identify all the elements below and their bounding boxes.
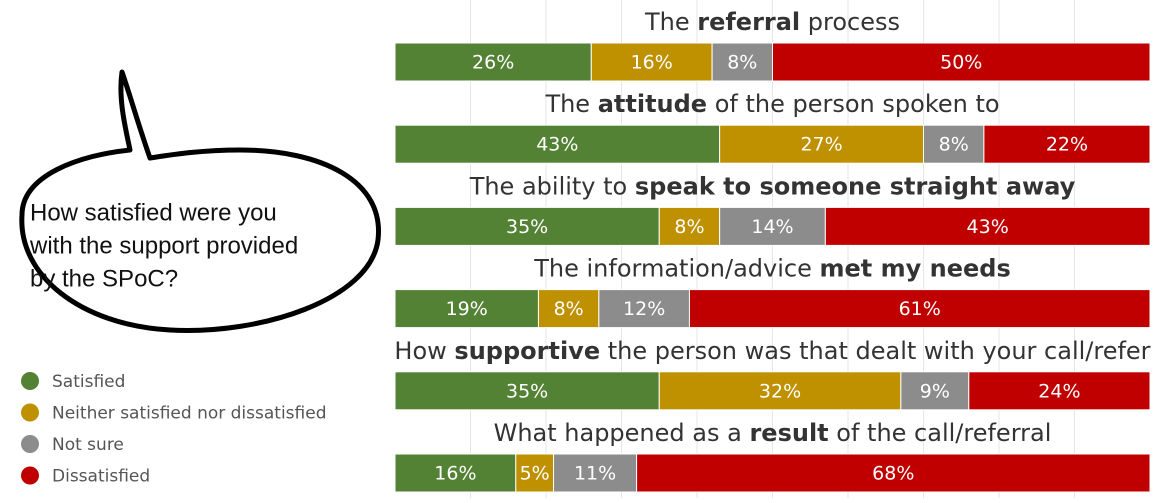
- legend-label: Dissatisfied: [52, 467, 150, 487]
- value-label: 12%: [623, 298, 665, 320]
- value-label: 19%: [446, 298, 488, 320]
- value-label: 27%: [800, 134, 842, 156]
- annotation-line: with the support provided: [29, 232, 298, 259]
- value-label: 32%: [759, 380, 801, 402]
- legend-swatch: [21, 372, 39, 390]
- value-label: 35%: [506, 216, 548, 238]
- bar-title: The attitude of the person spoken to: [544, 90, 999, 118]
- bar-segment: [688, 289, 1151, 329]
- bar-segment: [968, 371, 1151, 411]
- bar-segment: [394, 371, 660, 411]
- value-label: 43%: [536, 134, 578, 156]
- bar-segment: [772, 42, 1151, 82]
- bar-segment: [394, 453, 517, 493]
- title-part: of the person spoken to: [707, 90, 999, 118]
- bar-segment: [394, 124, 721, 164]
- legend-swatch: [21, 466, 39, 485]
- title-part: The: [644, 8, 697, 36]
- bar-title: The information/advice met my needs: [533, 255, 1011, 283]
- value-label: 8%: [727, 52, 757, 74]
- speech-bubble: [19, 69, 381, 333]
- title-part: supportive: [454, 337, 600, 365]
- value-label: 43%: [967, 216, 1009, 238]
- bar-segment: [719, 124, 925, 164]
- annotation-line: How satisfied were you: [30, 199, 277, 226]
- bar-segment: [394, 289, 539, 329]
- legend-swatch: [21, 435, 39, 453]
- bar-segment: [537, 289, 600, 329]
- title-part: attitude: [598, 90, 707, 118]
- value-label: 9%: [920, 380, 950, 402]
- title-part: How: [394, 337, 454, 365]
- value-label: 8%: [939, 134, 969, 156]
- bar-segment: [636, 453, 1151, 493]
- title-part: The: [544, 90, 597, 118]
- title-part: the person was that dealt with your call…: [600, 337, 1151, 365]
- title-part: result: [749, 419, 828, 447]
- title-part: referral: [697, 8, 800, 36]
- bar-segment: [983, 124, 1151, 164]
- value-label: 14%: [751, 216, 793, 238]
- bar-segment: [900, 371, 970, 411]
- value-label: 26%: [472, 52, 514, 74]
- bar-title: How supportive the person was that dealt…: [394, 337, 1150, 365]
- bar-segment: [824, 206, 1151, 246]
- value-label: 5%: [520, 463, 550, 485]
- title-part: The information/advice: [533, 255, 819, 283]
- value-label: 35%: [506, 380, 548, 402]
- value-label: 16%: [434, 463, 476, 485]
- legend-label: Neither satisfied nor dissatisfied: [52, 404, 327, 424]
- value-label: 8%: [554, 298, 584, 320]
- annotation-line: by the SPoC?: [30, 265, 178, 292]
- value-label: 50%: [940, 52, 982, 74]
- value-label: 24%: [1038, 380, 1080, 402]
- bar-segment: [923, 124, 985, 164]
- bar-segment: [711, 42, 773, 82]
- bar-segment: [598, 289, 690, 329]
- legend-label: Satisfied: [52, 372, 125, 392]
- legend-label: Not sure: [52, 435, 124, 455]
- title-part: process: [800, 8, 900, 36]
- title-part: What happened as a: [494, 419, 750, 447]
- bar-segment: [658, 371, 902, 411]
- bar-segment: [719, 206, 826, 246]
- title-part: The ability to: [469, 172, 635, 200]
- bar-segment: [658, 206, 721, 246]
- bar-segment: [590, 42, 713, 82]
- bar-title: The ability to speak to someone straight…: [469, 172, 1076, 200]
- bar-segment: [394, 206, 660, 246]
- legend-swatch: [21, 403, 39, 422]
- value-label: 8%: [674, 216, 704, 238]
- bar-title: The referral process: [644, 8, 900, 36]
- value-label: 61%: [899, 298, 941, 320]
- value-label: 16%: [631, 52, 673, 74]
- value-label: 11%: [574, 463, 616, 485]
- value-label: 22%: [1046, 134, 1088, 156]
- title-part: met my needs: [820, 255, 1011, 283]
- value-label: 68%: [872, 463, 914, 485]
- title-part: speak to someone straight away: [635, 172, 1076, 200]
- title-part: of the call/referral: [829, 419, 1052, 447]
- bar-title: What happened as a result of the call/re…: [494, 419, 1052, 447]
